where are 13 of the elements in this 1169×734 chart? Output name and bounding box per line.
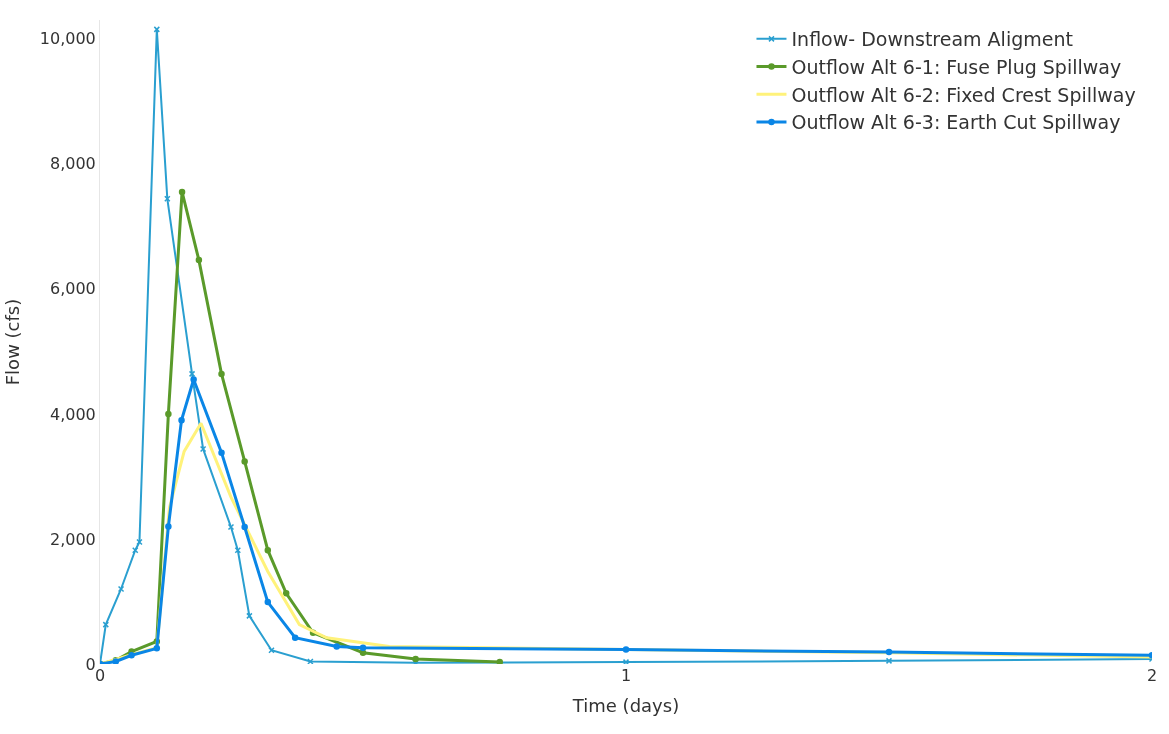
- y-tick-label: 10,000: [39, 29, 96, 49]
- y-tick-label: 4,000: [49, 404, 96, 424]
- x-tick-label: 2: [1146, 666, 1158, 685]
- legend-label: Outflow Alt 6-1: Fuse Plug Spillway: [791, 55, 1122, 78]
- legend-label: Inflow- Downstream Aligment: [791, 28, 1073, 51]
- x-tick-label: 1: [620, 666, 632, 685]
- y-tick-label: 2,000: [49, 529, 96, 549]
- legend-label: Outflow Alt 6-3: Earth Cut Spillway: [791, 111, 1121, 134]
- y-tick-label: 8,000: [49, 154, 96, 174]
- x-axis-title: Time (days): [571, 695, 680, 717]
- legend-label: Outflow Alt 6-2: Fixed Crest Spillway: [791, 83, 1136, 106]
- y-axis-title: Flow (cfs): [2, 298, 24, 386]
- y-tick-label: 6,000: [49, 279, 96, 299]
